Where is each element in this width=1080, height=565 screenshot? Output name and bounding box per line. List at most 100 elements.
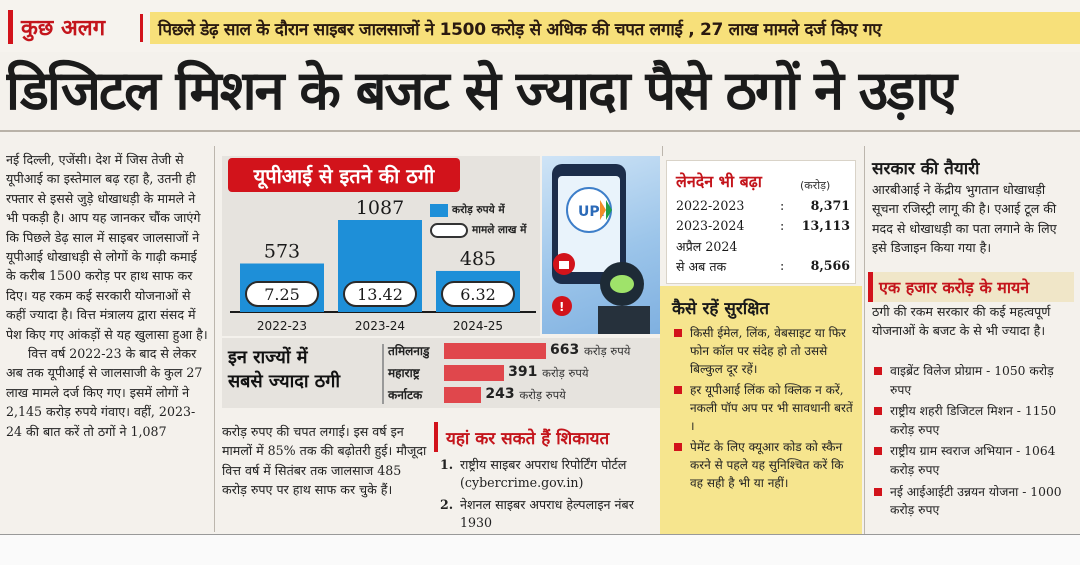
scheme-item: राष्ट्रीय ग्राम स्वराज अभियान - 1064 करो… <box>872 442 1074 479</box>
bullet-square-icon <box>674 386 682 394</box>
transactions-box <box>666 160 856 284</box>
state-value-maharashtra: 391 <box>508 364 538 380</box>
chart-legend: करोड़ रुपये में मामले लाख में <box>430 200 540 246</box>
chart-bar-value-label: 573 <box>264 241 300 263</box>
legend-label-amount: करोड़ रुपये में <box>452 204 505 216</box>
transaction-year: अप्रैल 2024 <box>676 239 738 254</box>
state-value-karnataka: 243 <box>485 386 515 402</box>
complaint-item: 1. राष्ट्रीय साइबर अपराध रिपोर्टिंग पोर्… <box>440 456 660 492</box>
chart-bar-value-label: 485 <box>460 248 496 270</box>
state-unit-tamilnadu: करोड़ रुपये <box>584 344 631 358</box>
transaction-value: 13,113 <box>801 218 850 233</box>
state-bar-maharashtra <box>444 365 505 381</box>
states-title: इन राज्यों में सबसे ज्यादा ठगी <box>228 346 378 394</box>
complaints-list: 1. राष्ट्रीय साइबर अपराध रिपोर्टिंग पोर्… <box>440 456 660 536</box>
legend-item-amount: करोड़ रुपये में <box>430 200 540 220</box>
legend-item-cases: मामले लाख में <box>430 220 540 240</box>
chart-tick-label: 2022-23 <box>257 319 307 333</box>
column-divider <box>214 146 215 532</box>
chart-cases-pill <box>245 281 319 307</box>
safety-title: कैसे रहें सुरक्षित <box>672 299 770 319</box>
transaction-colon: : <box>780 198 785 213</box>
state-bar-tamilnadu <box>444 343 546 359</box>
tag-separator <box>140 14 143 42</box>
state-unit-maharashtra: करोड़ रुपये <box>542 366 589 380</box>
scheme-item: नई आईआईटी उन्नयन योजना - 1000 करोड़ रुपए <box>872 483 1074 520</box>
svg-text:!: ! <box>559 300 564 314</box>
state-name-karnataka: कर्नाटक <box>388 388 423 402</box>
scheme-item-text: राष्ट्रीय ग्राम स्वराज अभियान - 1064 करो… <box>890 444 1056 477</box>
scheme-list: वाइब्रेंट विलेज प्रोग्राम - 1050 करोड़ र… <box>872 362 1074 523</box>
complaint-text: राष्ट्रीय साइबर अपराध रिपोर्टिंग पोर्टल … <box>460 457 627 490</box>
safety-item-text: पेमेंट के लिए क्यूआर कोड को स्कैन करने स… <box>690 440 844 490</box>
middle-article-text: करोड़ रुपए की चपत लगाई। इस वर्ष इन मामलो… <box>222 424 427 498</box>
complaint-text: नेशनल साइबर अपराध हेल्पलाइन नंबर 1930 <box>460 497 634 530</box>
chart-cases-label: 6.32 <box>460 285 496 304</box>
state-unit-karnataka: करोड़ रुपये <box>519 388 566 402</box>
government-title: सरकार की तैयारी <box>872 159 980 179</box>
headline-divider <box>0 130 1080 132</box>
scheme-item: राष्ट्रीय शहरी डिजिटल मिशन - 1150 करोड़ … <box>872 402 1074 439</box>
safety-item-text: हर यूपीआई लिंक को क्लिक न करें, नकली पॉप… <box>690 383 853 433</box>
states-title-line-1: इन राज्यों में <box>228 347 308 368</box>
thousand-crore-title: एक हजार करोड़ के मायने <box>868 272 1074 302</box>
chart-cases-label: 13.42 <box>357 285 403 304</box>
chart-cases-pill <box>343 281 417 307</box>
scheme-item: वाइब्रेंट विलेज प्रोग्राम - 1050 करोड़ र… <box>872 362 1074 399</box>
strapline: पिछले डेढ़ साल के दौरान साइबर जालसाजों न… <box>150 12 1080 44</box>
transaction-colon: : <box>780 258 785 273</box>
complaint-number: 2. <box>440 497 454 512</box>
chart-tick-label: 2024-25 <box>453 319 503 333</box>
chart-cases-label: 7.25 <box>264 285 300 304</box>
safety-item: हर यूपीआई लिंक को क्लिक न करें, नकली पॉप… <box>672 381 858 435</box>
states-title-line-2: सबसे ज्यादा ठगी <box>228 371 341 392</box>
bullet-square-icon <box>674 443 682 451</box>
thousand-crore-intro: ठगी की रकम सरकार की कई महत्वपूर्ण योजनाओ… <box>872 304 1051 339</box>
bullet-square-icon <box>874 487 882 496</box>
legend-swatch-pill <box>430 222 468 238</box>
state-value-tamilnadu: 663 <box>550 342 580 358</box>
safety-panel <box>660 286 862 534</box>
transaction-colon: : <box>780 218 785 233</box>
cyber-fraud-photo: UPI ! <box>542 156 660 334</box>
bullet-square-icon <box>874 407 882 416</box>
scheme-item-text: वाइब्रेंट विलेज प्रोग्राम - 1050 करोड़ र… <box>890 364 1054 397</box>
bottom-rule <box>0 534 1080 535</box>
complaint-item: 2. नेशनल साइबर अपराध हेल्पलाइन नंबर 1930 <box>440 496 660 532</box>
transactions-unit: (करोड़) <box>800 179 831 192</box>
government-text: आरबीआई ने केंद्रीय भुगतान धोखाधड़ी सूचना… <box>872 182 1057 256</box>
article-paragraph-2: वित्त वर्ष 2022-23 के बाद से लेकर अब तक … <box>6 346 203 439</box>
transactions-title: लेनदेन भी बढ़ा <box>676 172 762 191</box>
left-column-article: नई दिल्ली, एजेंसी। देश में जिस तेजी से य… <box>6 150 210 530</box>
states-panel <box>222 338 660 408</box>
chart-title: यूपीआई से इतने की ठगी <box>228 158 460 192</box>
transaction-row: अप्रैल 2024 <box>676 238 850 258</box>
chart-cases-pill <box>441 281 515 307</box>
transaction-year: 2022-2023 <box>676 198 745 213</box>
transaction-year: 2023-2024 <box>676 218 745 233</box>
column-divider <box>864 146 865 534</box>
chart-bar-value-label: 1087 <box>356 197 404 219</box>
warning-icon <box>552 296 572 316</box>
state-name-maharashtra: महाराष्ट्र <box>388 366 420 380</box>
legend-swatch-bar <box>430 203 448 217</box>
state-bar-karnataka <box>444 387 482 403</box>
bullet-square-icon <box>874 367 882 375</box>
safety-item: पेमेंट के लिए क्यूआर कोड को स्कैन करने स… <box>672 438 858 492</box>
bullet-square-icon <box>674 329 682 337</box>
transaction-value: 8,566 <box>810 258 850 273</box>
transaction-row: 2023-2024 : 13,113 <box>676 218 850 238</box>
transactions-table: 2022-2023 : 8,371 2023-2024 : 13,113 अप्… <box>676 198 850 278</box>
upi-fraud-bar-chart: 573 7.25 2022-23 1087 13.42 2023-24 485 6.32 202… <box>230 197 536 333</box>
safety-item-text: किसी ईमेल, लिंक, वेबसाइट या फिर फोन कॉल … <box>690 326 846 376</box>
article-paragraph-1: नई दिल्ली, एजेंसी। देश में जिस तेजी से य… <box>6 152 208 342</box>
legend-label-cases: मामले लाख में <box>472 224 527 236</box>
transaction-value: 8,371 <box>810 198 850 213</box>
column-divider <box>662 146 663 156</box>
section-tag: कुछ अलग <box>8 10 113 44</box>
transaction-row: से अब तक : 8,566 <box>676 258 850 278</box>
bullet-square-icon <box>874 447 882 456</box>
scheme-item-text: नई आईआईटी उन्नयन योजना - 1000 करोड़ रुपए <box>890 484 1062 518</box>
photo-illustration: UPI ! <box>552 164 650 334</box>
transaction-year: से अब तक <box>676 259 727 274</box>
